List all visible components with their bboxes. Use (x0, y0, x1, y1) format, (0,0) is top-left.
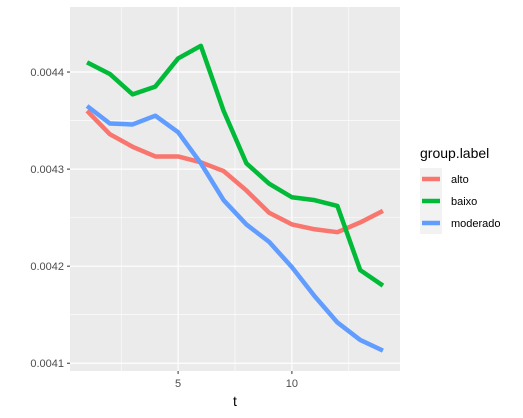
series-line-alto (85, 109, 384, 235)
series-line-baixo (86, 43, 385, 288)
legend-label: moderado (451, 218, 501, 230)
y-tick-label: 0.0044 (30, 67, 64, 79)
series-line-moderado (85, 104, 384, 353)
legend-title: group.label (420, 145, 489, 161)
x-axis: 5 10 (175, 371, 298, 390)
x-tick-label: 5 (175, 378, 181, 390)
legend-item-baixo: baixo (420, 190, 477, 212)
legend: group.label alto baixo moderado (420, 145, 501, 234)
major-gridlines (70, 7, 400, 371)
legend-items: alto baixo moderado (420, 168, 501, 234)
y-axis: 0.0041 0.0042 0.0043 0.0044 (30, 67, 70, 370)
y-tick-label: 0.0043 (30, 164, 64, 176)
x-tick-label: 10 (286, 378, 298, 390)
x-axis-title: t (233, 393, 237, 409)
legend-label: alto (451, 174, 469, 186)
legend-item-moderado: moderado (420, 212, 501, 234)
minor-gridlines (70, 7, 400, 371)
y-tick-label: 0.0041 (30, 358, 64, 370)
y-tick-label: 0.0042 (30, 261, 64, 273)
series-lines (85, 43, 385, 353)
legend-item-alto: alto (420, 168, 469, 190)
legend-label: baixo (451, 196, 477, 208)
